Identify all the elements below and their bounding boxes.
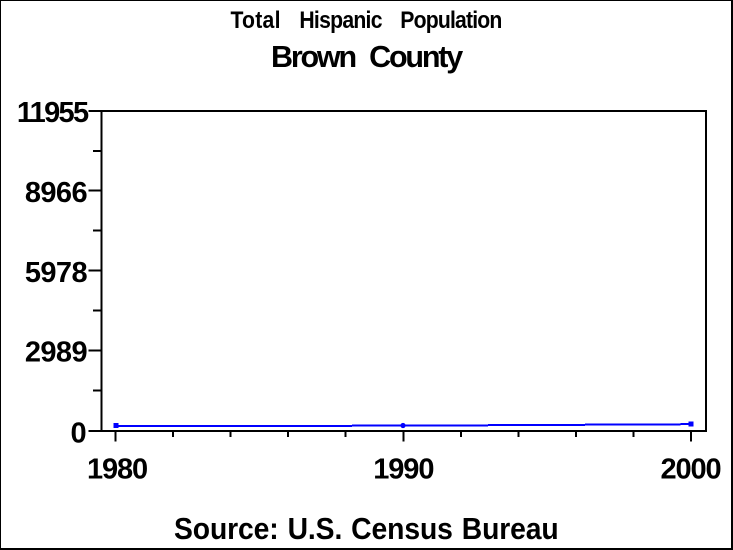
svg-text:5978: 5978 <box>25 257 88 289</box>
svg-text:8966: 8966 <box>25 177 88 209</box>
svg-text:Source: U.S. Census Bureau: Source: U.S. Census Bureau <box>174 512 559 546</box>
svg-text:Brown County: Brown County <box>271 40 463 74</box>
svg-text:2000: 2000 <box>660 453 720 485</box>
svg-text:Total Hispanic Population: Total Hispanic Population <box>230 5 501 33</box>
svg-text:2989: 2989 <box>25 337 88 369</box>
svg-text:0: 0 <box>70 417 86 449</box>
svg-text:11955: 11955 <box>17 97 89 129</box>
svg-text:1980: 1980 <box>87 453 147 485</box>
svg-text:1990: 1990 <box>373 453 433 485</box>
